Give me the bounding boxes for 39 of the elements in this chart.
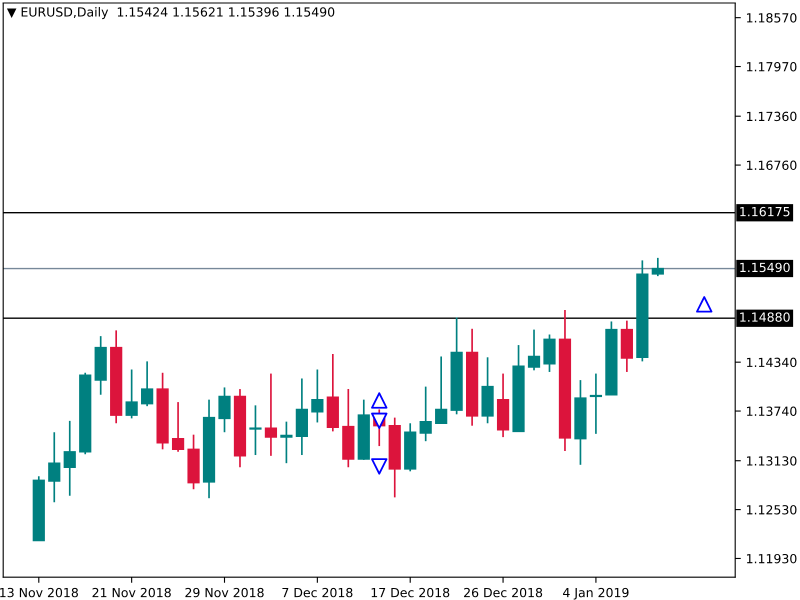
candlestick xyxy=(126,368,138,420)
y-tick-label: 1.13130 xyxy=(746,456,796,466)
candlestick xyxy=(528,328,540,372)
y-tick-label: 1.17970 xyxy=(746,62,796,72)
y-tick-label: 1.14340 xyxy=(746,358,796,368)
candlestick xyxy=(280,420,293,464)
candlestick xyxy=(249,404,262,456)
candlestick xyxy=(652,257,664,278)
x-tick-label: 21 Nov 2018 xyxy=(92,588,171,598)
x-tick-label: 4 Jan 2019 xyxy=(563,588,629,600)
y-tick-label: 1.13740 xyxy=(746,406,796,416)
x-tick-label: 13 Nov 2018 xyxy=(0,588,78,598)
point xyxy=(371,392,388,409)
point xyxy=(696,296,712,313)
y-tick-label: 1.16760 xyxy=(746,160,796,170)
x-tick-label: 26 Dec 2018 xyxy=(464,588,542,598)
x-tick-label: 7 Dec 2018 xyxy=(282,588,352,598)
candlestick xyxy=(218,386,231,434)
candlestick xyxy=(141,360,154,407)
point xyxy=(371,458,388,475)
candlestick xyxy=(172,401,184,453)
x-tick-label: 17 Dec 2018 xyxy=(372,588,450,598)
y-tick-label: 1.12530 xyxy=(746,505,796,515)
candlestick xyxy=(590,372,602,435)
candlestick xyxy=(64,420,76,497)
candlestick xyxy=(435,356,448,424)
candlestick xyxy=(311,368,324,424)
chart-title: ▼ EURUSD,Daily 1.15424 1.15621 1.15396 1.15490 xyxy=(6,7,334,20)
ref-line-label: 1.16175 xyxy=(740,206,790,216)
point xyxy=(371,412,388,430)
candlestick xyxy=(420,386,432,442)
ref-line-label: 1.14880 xyxy=(740,312,790,322)
candlestick xyxy=(48,431,60,504)
y-tick-label: 1.11930 xyxy=(746,554,796,564)
y-tick-label: 1.17360 xyxy=(746,112,796,122)
candlestick xyxy=(264,372,278,457)
ref-line-label: 1.15490 xyxy=(740,262,790,272)
y-tick-label: 1.18570 xyxy=(746,13,796,23)
x-tick-label: 29 Nov 2018 xyxy=(185,588,264,598)
